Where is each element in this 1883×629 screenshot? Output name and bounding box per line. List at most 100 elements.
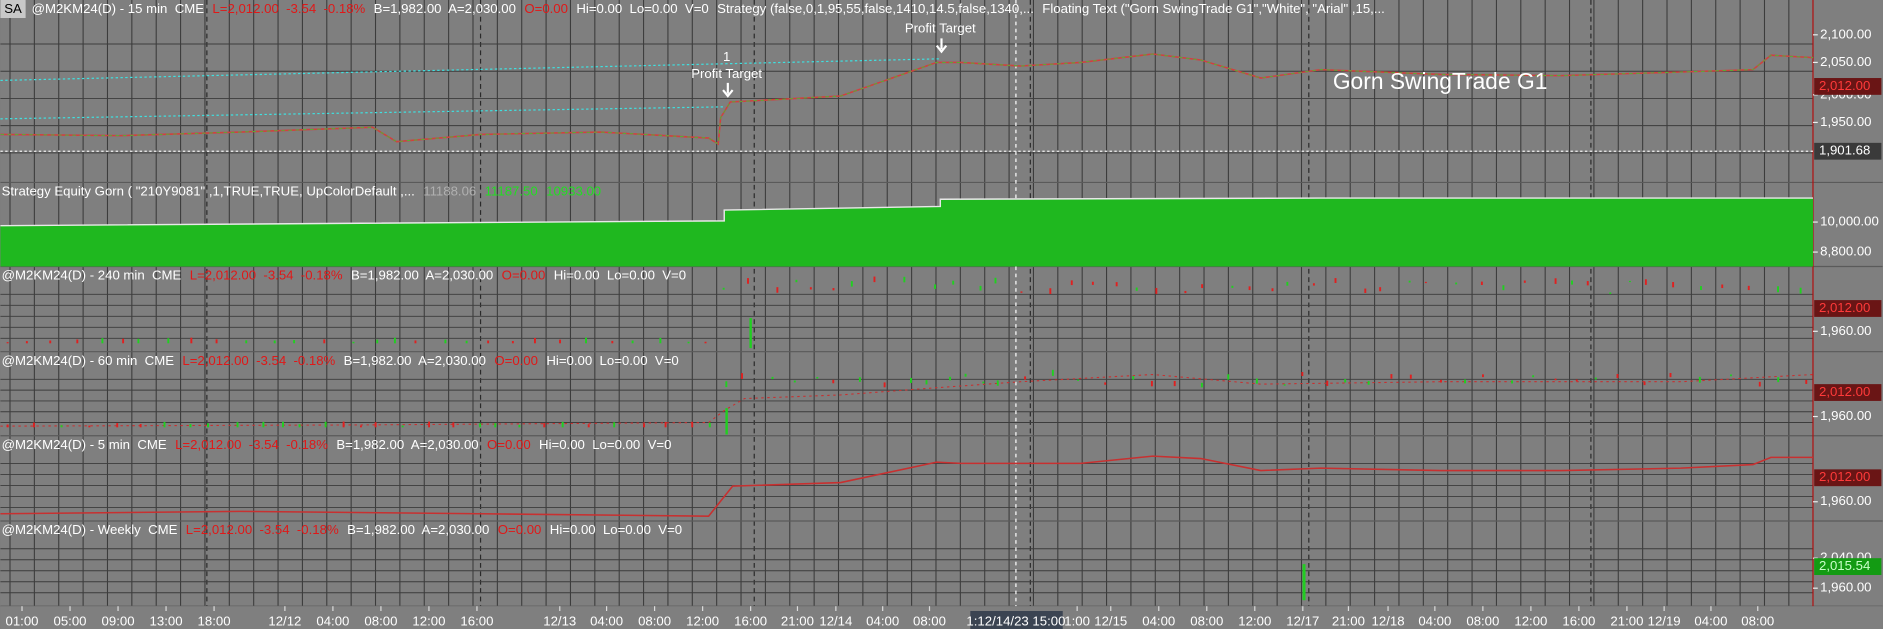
pane-header: 11187.50 xyxy=(485,184,538,199)
x-tick-label: 12/13 xyxy=(543,613,576,628)
pane-header: @M2KM24(D) - 5 min CME xyxy=(2,437,167,452)
axis-label: 2,012.00 xyxy=(1819,384,1870,399)
x-tick-label: 04:00 xyxy=(1418,613,1451,628)
x-tick-label: 04:00 xyxy=(1142,613,1175,628)
pane-header: O=0.00 xyxy=(524,1,568,16)
x-tick-label: 1:00 xyxy=(1064,613,1090,628)
x-tick-label: 12/12 xyxy=(268,613,301,628)
x-tick-label: 08:00 xyxy=(638,613,671,628)
axis-label: 2,012.00 xyxy=(1819,469,1870,484)
pane-header: Strategy Equity Gorn ( "210Y9081" ,1,TRU… xyxy=(2,184,415,199)
x-tick-label: 12/15 xyxy=(1094,613,1127,628)
pane-header: @M2KM24(D) - Weekly CME xyxy=(2,522,178,537)
axis-label: 1,960.00 xyxy=(1820,580,1871,595)
equity-line xyxy=(0,197,1813,227)
cursor-label-bg xyxy=(970,610,1063,629)
pane-header: B=1,982.00 A=2,030.00 xyxy=(374,1,516,16)
x-tick-label: 13:00 xyxy=(150,613,183,628)
x-tick-label: 08:00 xyxy=(1190,613,1223,628)
x-tick-label: 12:00 xyxy=(1238,613,1271,628)
pane-header: @M2KM24(D) - 15 min CME xyxy=(32,1,205,16)
pane-header: @M2KM24(D) - 60 min CME xyxy=(2,353,175,368)
pane-header: O=0.00 xyxy=(487,437,531,452)
floating-text: Gorn SwingTrade G1 xyxy=(1333,68,1548,94)
price-line xyxy=(0,53,1813,145)
arrow xyxy=(722,82,734,98)
cursor-label: 1:12/14/23 15:00 xyxy=(966,613,1065,628)
x-tick-label: 21:00 xyxy=(1610,613,1643,628)
pane-header: @M2KM24(D) - 240 min CME xyxy=(2,268,182,283)
profit-target: Profit Target xyxy=(905,20,976,35)
pane-header: L=2,012.00 -3.54 -0.18% xyxy=(212,1,365,16)
x-tick-label: 12/18 xyxy=(1372,613,1405,628)
price-marks xyxy=(0,38,1814,601)
pane-header: Hi=0.00 Lo=0.00 V=0 xyxy=(554,268,686,283)
profit-target: Profit Target xyxy=(691,66,762,81)
x-tick-label: 12/19 xyxy=(1648,613,1681,628)
axis-label: 2,015.54 xyxy=(1819,558,1870,573)
axis-label: 1,960.00 xyxy=(1820,323,1871,338)
axis-label: 2,100.00 xyxy=(1820,26,1871,41)
x-tick-label: 16:00 xyxy=(734,613,767,628)
x-tick-label: 12:00 xyxy=(412,613,445,628)
sa-button[interactable] xyxy=(0,0,26,19)
pane-header: L=2,012.00 -3.54 -0.18% xyxy=(175,437,328,452)
x-tick-label: 04:00 xyxy=(590,613,623,628)
axis-label: 2,012.00 xyxy=(1819,78,1870,93)
axis-label: 2,050.00 xyxy=(1820,54,1871,69)
x-tick-label: 12:00 xyxy=(1514,613,1547,628)
x-tick-label: 08:00 xyxy=(913,613,946,628)
x-tick-label: 16:00 xyxy=(460,613,493,628)
price-badge xyxy=(1814,300,1882,317)
sa-label[interactable]: SA xyxy=(4,1,22,16)
x-tick-label: 16:00 xyxy=(1562,613,1595,628)
pane-header: L=2,012.00 -3.54 -0.18% xyxy=(186,522,339,537)
x-tick-label: 08:00 xyxy=(364,613,397,628)
x-tick-label: 05:00 xyxy=(54,613,87,628)
axis-label: 1,960.00 xyxy=(1820,493,1871,508)
x-tick-label: 09:00 xyxy=(102,613,135,628)
x-tick-label: 01:00 xyxy=(5,613,38,628)
axis-label: 1,901.68 xyxy=(1819,143,1870,158)
pane-header: O=0.00 xyxy=(502,268,546,283)
price-badge xyxy=(1814,384,1882,401)
x-tick-label: 04:00 xyxy=(1694,613,1727,628)
x-tick-label: 21:00 xyxy=(1332,613,1365,628)
x-tick-label: 08:00 xyxy=(1466,613,1499,628)
pane-header: Hi=0.00 Lo=0.00 V=0 xyxy=(539,437,671,452)
pane-header: B=1,982.00 A=2,030.00 xyxy=(347,522,489,537)
pane-header: Hi=0.00 Lo=0.00 V=0 xyxy=(546,353,678,368)
arrow xyxy=(935,38,948,54)
price-line xyxy=(0,455,1813,517)
pane-header: Hi=0.00 Lo=0.00 V=0 xyxy=(576,1,708,16)
price-badge xyxy=(1814,558,1882,575)
pane-header: B=1,982.00 A=2,030.00 xyxy=(336,437,478,452)
x-tick-label: 12/17 xyxy=(1286,613,1319,628)
pane-header: B=1,982.00 A=2,030.00 xyxy=(344,353,486,368)
pane-header: L=2,012.00 -3.54 -0.18% xyxy=(190,268,343,283)
axis-label: 1,950.00 xyxy=(1820,114,1871,129)
x-tick-label: 04:00 xyxy=(866,613,899,628)
x-tick-label: 12/14 xyxy=(819,613,852,628)
x-tick-label: 12:00 xyxy=(686,613,719,628)
pane-header: 11188.06 xyxy=(423,184,476,199)
pane-header: L=2,012.00 -3.54 -0.18% xyxy=(182,353,335,368)
pane-header: Hi=0.00 Lo=0.00 V=0 xyxy=(550,522,682,537)
price-badge xyxy=(1814,142,1882,160)
pane-header: B=1,982.00 A=2,030.00 xyxy=(351,268,493,283)
x-tick-label: 08:00 xyxy=(1741,613,1774,628)
target-line xyxy=(0,58,941,82)
pane-header: O=0.00 xyxy=(498,522,542,537)
price-badge xyxy=(1814,78,1882,95)
x-tick-label: 21:00 xyxy=(781,613,814,628)
axis-label: 2,012.00 xyxy=(1819,300,1870,315)
pane-header: 10933.00 xyxy=(546,184,601,199)
x-axis-bg xyxy=(0,606,1883,629)
equity-area xyxy=(0,198,1813,267)
price-badge xyxy=(1814,469,1882,487)
x-tick-label: 18:00 xyxy=(198,613,231,628)
trade-number: 1 xyxy=(723,49,730,64)
